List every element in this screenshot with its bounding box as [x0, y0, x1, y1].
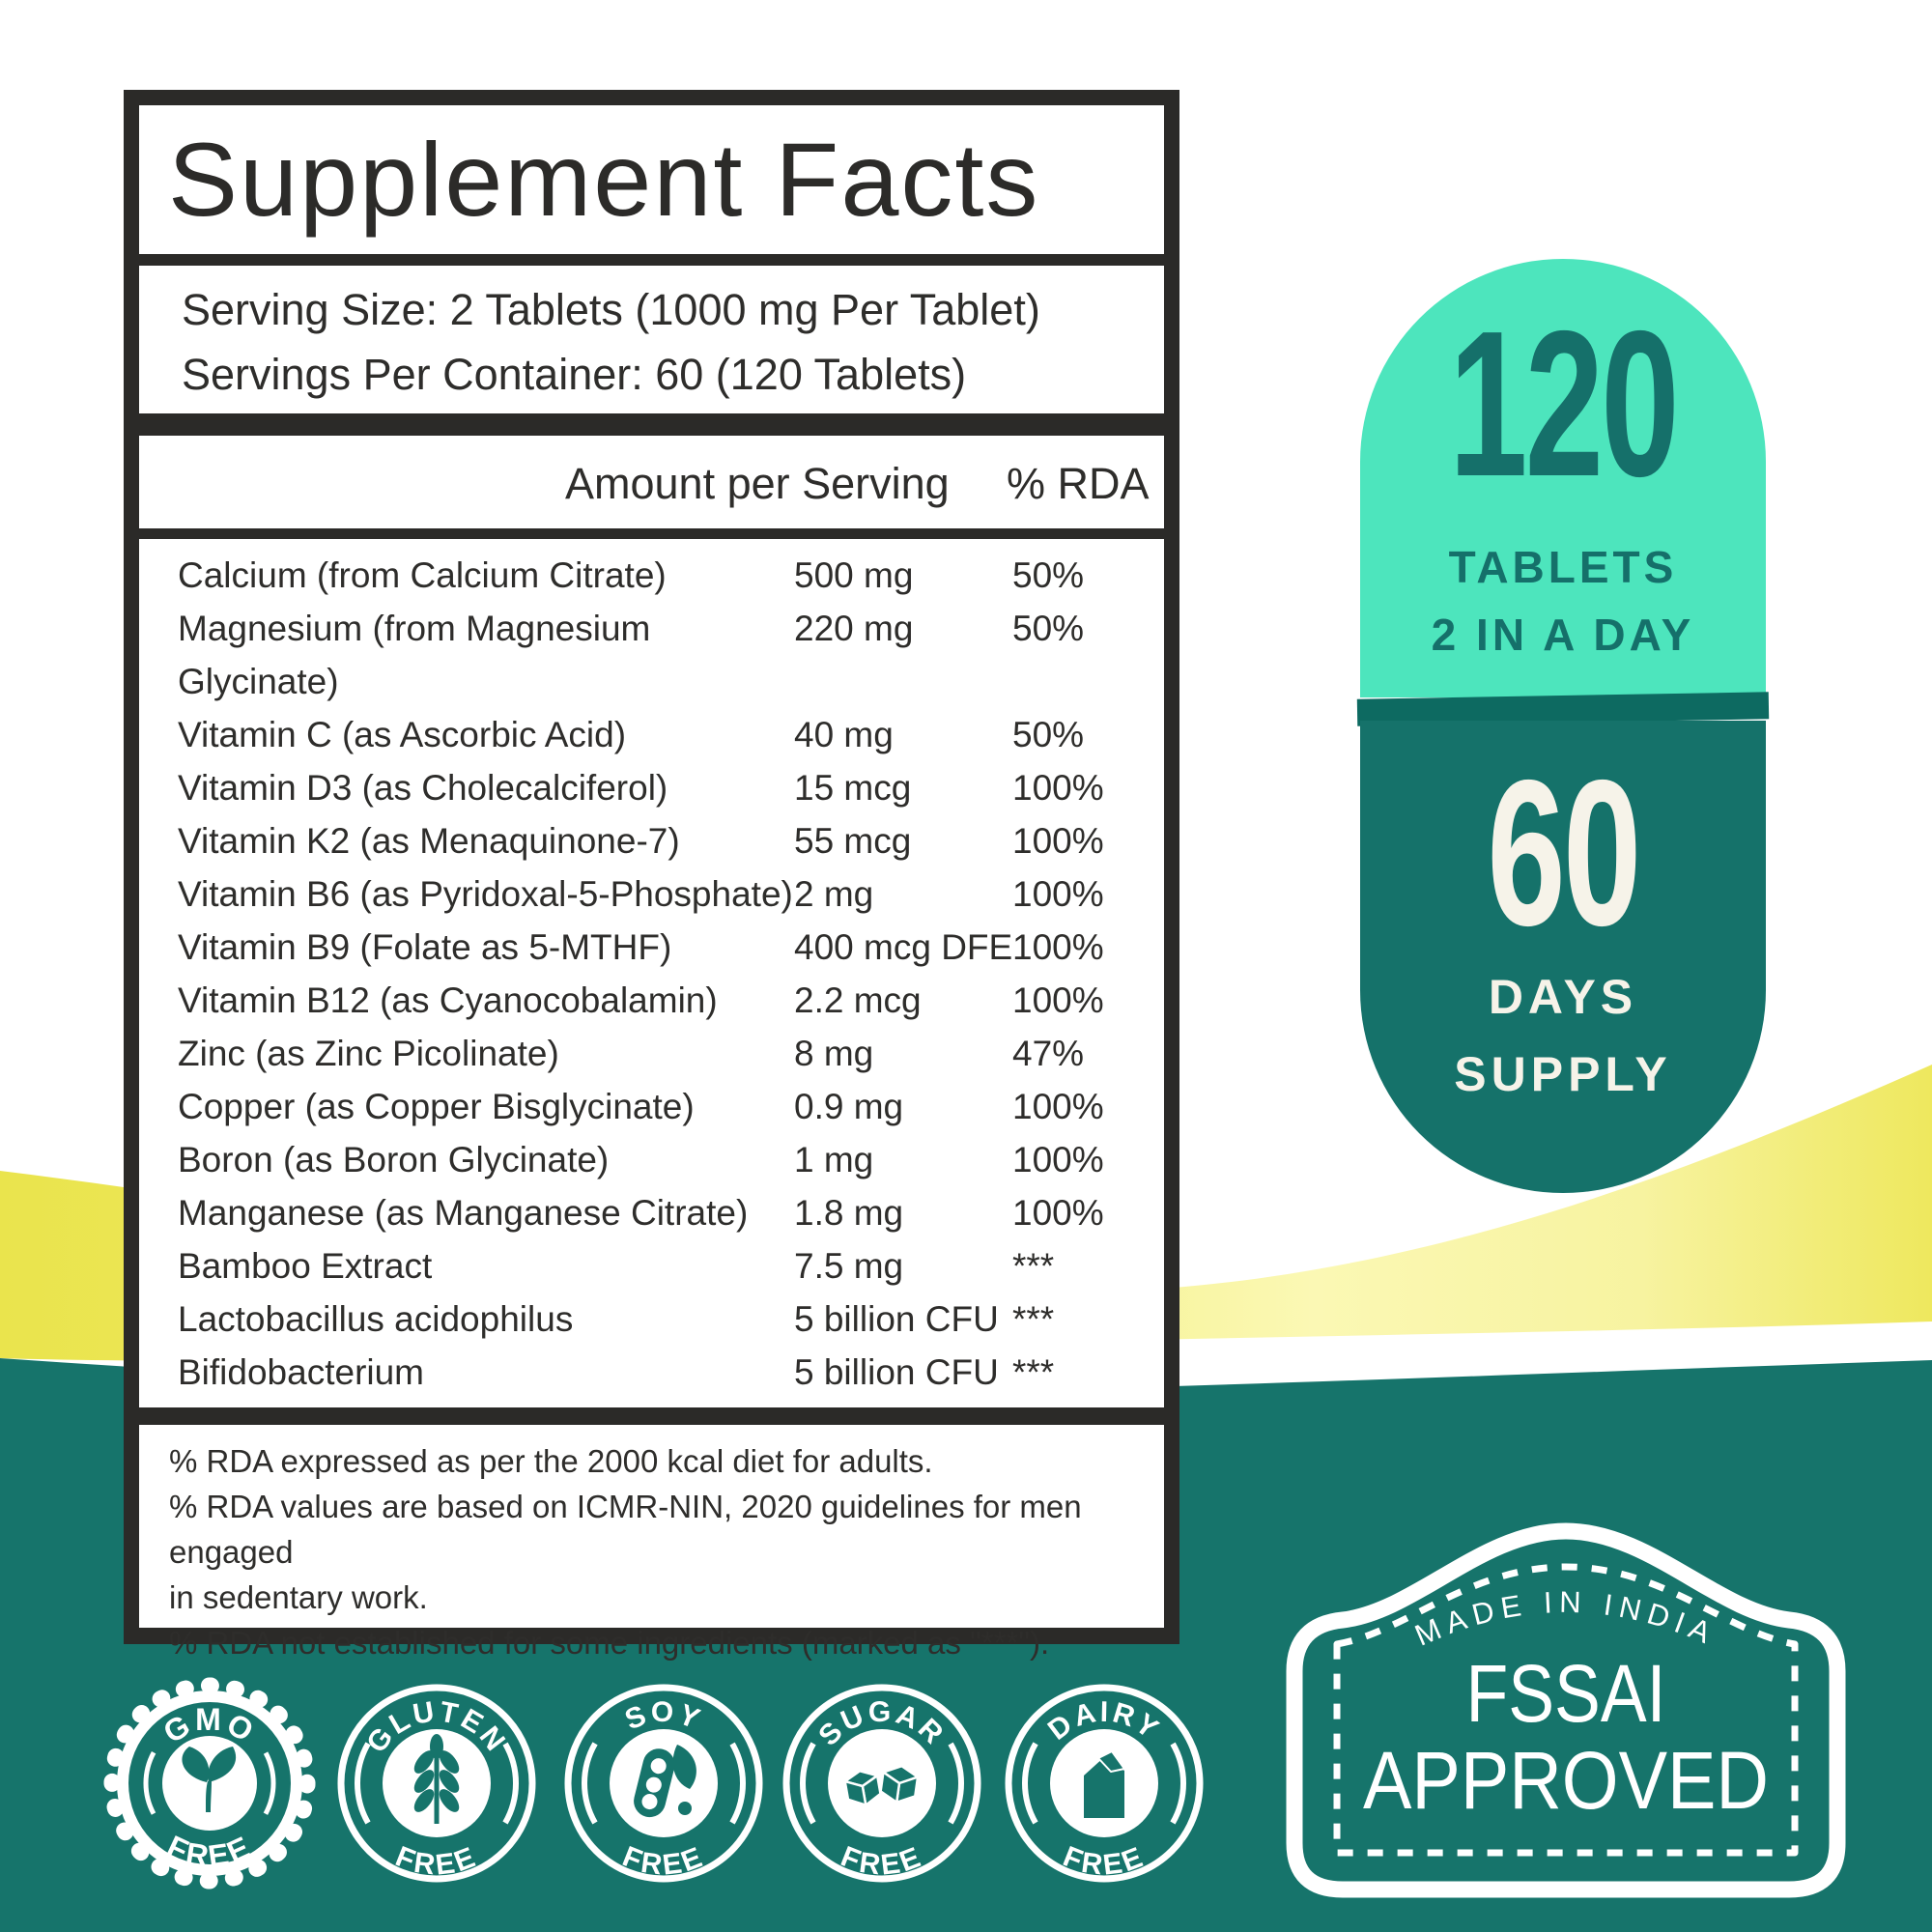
table-row: Magnesium (from Magnesium 220 mg 50% [178, 609, 1085, 648]
table-row: Copper (as Copper Bisglycinate) 0.9 mg 100… [178, 1087, 1104, 1126]
capsule-bottom-half [1360, 721, 1766, 1193]
badge-arcs [355, 1701, 519, 1865]
badge-ring [337, 1684, 536, 1883]
soybean-icon [634, 1745, 696, 1818]
serving-box: Serving Size: 2 Tablets (1000 mg Per Tab… [139, 266, 1164, 413]
stamp-line2: APPROVED [1363, 1735, 1769, 1826]
badge-arcs [582, 1701, 746, 1865]
footnote-line: % RDA expressed as per the 2000 kcal die… [169, 1443, 933, 1479]
table-row: Vitamin C (as Ascorbic Acid) 40 mg 50% [178, 715, 1085, 754]
table-row: Vitamin B9 (Folate as 5-MTHF) 400 mcg DFE… [178, 927, 1104, 967]
footnote-line: % RDA values are based on ICMR-NIN, 2020… [169, 1489, 1082, 1570]
leaf-icon [182, 1747, 237, 1812]
table-row: Bamboo Extract 7.5 mg *** [178, 1246, 1055, 1286]
footnote-line: in sedentary work. [169, 1579, 428, 1615]
nutrients-table: Amount per Serving % RDA Calcium (from C… [139, 436, 1164, 1407]
wheat-icon [413, 1734, 460, 1824]
supply-label: SUPPLY [1454, 1047, 1672, 1101]
tablet-count: 120 [1449, 287, 1679, 520]
table-row: Manganese (as Manganese Citrate) 1.8 mg 10… [178, 1193, 1104, 1233]
badge-soy-free: SOY FREE [564, 1684, 763, 1883]
table-row: Bifidobacterium 5 billion CFU *** [178, 1352, 1055, 1392]
capsule-graphic: 120 TABLETS 2 IN A DAY 60 DAYS SUPPLY [1356, 259, 1770, 1193]
footnote-line: % RDA not established for some ingredien… [169, 1625, 1050, 1661]
table-row: Glycinate) [178, 662, 339, 701]
table-row: Lactobacillus acidophilus 5 billion CFU **… [178, 1299, 1055, 1339]
badge-gluten-free: GLUTEN FREE [337, 1684, 536, 1883]
supplement-facts-panel: Supplement Facts Serving Size: 2 Tablets… [124, 90, 1179, 1661]
table-header: Amount per Serving % RDA [139, 436, 1164, 528]
sugar-cubes-icon [843, 1764, 920, 1806]
badge-gmo-free: GMO FREE [103, 1677, 316, 1889]
column-header-rda: % RDA [1007, 459, 1150, 508]
milk-carton-icon [1084, 1750, 1125, 1818]
title-box: Supplement Facts [139, 105, 1164, 254]
header-rule [139, 528, 1164, 539]
serving-size: Serving Size: 2 Tablets (1000 mg Per Tab… [182, 285, 1040, 334]
capsule-top-half [1360, 259, 1766, 697]
footnotes-box: % RDA expressed as per the 2000 kcal die… [139, 1425, 1164, 1661]
table-row: Zinc (as Zinc Picolinate) 8 mg 47% [178, 1034, 1085, 1073]
badge-sugar-free: SUGAR FREE [782, 1684, 981, 1883]
page-title: Supplement Facts [168, 121, 1040, 238]
badge-scallop-edge [103, 1677, 316, 1889]
servings-per-container: Servings Per Container: 60 (120 Tablets) [182, 350, 967, 399]
table-row: Vitamin K2 (as Menaquinone-7) 55 mcg 100% [178, 821, 1104, 861]
days-unit: DAYS [1488, 970, 1638, 1024]
badge-ring [564, 1684, 763, 1883]
table-rows: Calcium (from Calcium Citrate) 500 mg 50% … [139, 539, 1164, 1399]
table-row: Vitamin B6 (as Pyridoxal-5-Phosphate) 2 m… [178, 874, 1104, 914]
badge-ring [1005, 1684, 1204, 1883]
badge-arcs [1022, 1701, 1186, 1865]
stamp-dashed-border [1333, 1563, 1799, 1857]
stamp-outer-border [1286, 1522, 1846, 1898]
days-count: 60 [1487, 736, 1641, 969]
dose-label: 2 IN A DAY [1431, 610, 1695, 660]
table-row: Vitamin D3 (as Cholecalciferol) 15 mcg 100… [178, 768, 1104, 808]
table-row: Vitamin B12 (as Cyanocobalamin) 2.2 mcg 10… [178, 980, 1104, 1020]
badge-ring [782, 1684, 981, 1883]
stamp-line1: FSSAI [1466, 1648, 1666, 1739]
table-row: Boron (as Boron Glycinate) 1 mg 100% [178, 1140, 1104, 1179]
badge-arcs [143, 1717, 276, 1850]
column-header-amount: Amount per Serving [565, 459, 950, 508]
tablet-count-unit: TABLETS [1448, 542, 1678, 592]
table-row: Calcium (from Calcium Citrate) 500 mg 50% [178, 555, 1085, 595]
badge-dairy-free: DAIRY FREE [1005, 1684, 1204, 1883]
badge-arcs [800, 1701, 964, 1865]
